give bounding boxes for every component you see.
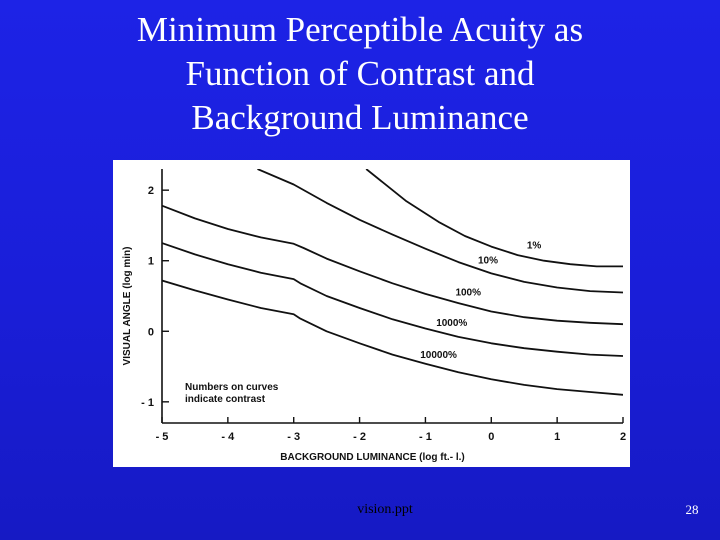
x-tick-label: - 2	[353, 431, 366, 443]
chart-figure: 2 1 0 - 1 - 5 - 4 - 3 - 2 - 1 0 1 2 BACKGROUND LUMIN…	[113, 160, 630, 467]
x-tick-label: - 3	[287, 431, 300, 443]
curve-label-3: 100%	[455, 288, 481, 299]
y-axis-title: VISUAL ANGLE (log min)	[122, 247, 133, 366]
title-line-1: Minimum Perceptible Acuity as	[136, 10, 584, 49]
y-tick-label: 2	[148, 185, 154, 197]
curve-label-2: 10%	[478, 255, 498, 266]
curve-label-5: 10000%	[420, 350, 457, 361]
x-tick-label: - 5	[156, 431, 169, 443]
y-tick-label: 1	[148, 256, 154, 268]
annotation-line-1: Numbers on curves	[185, 382, 279, 393]
curve-1	[365, 169, 623, 268]
y-tick-label: - 1	[141, 397, 154, 409]
page-number: 28	[685, 502, 699, 517]
x-axis-title: BACKGROUND LUMINANCE (log ft.- l.)	[280, 452, 464, 463]
curve-4	[162, 242, 623, 357]
x-tick-label: 0	[488, 431, 494, 443]
curve-label-4: 1000%	[436, 318, 467, 329]
title-line-2: Function of Contrast and	[185, 54, 535, 93]
curve-5	[162, 279, 623, 396]
x-tick-label: 2	[620, 431, 626, 443]
x-tick-label: 1	[554, 431, 560, 443]
chart-svg: 2 1 0 - 1 - 5 - 4 - 3 - 2 - 1 0 1 2 BACKGROUND LUMIN…	[122, 169, 626, 463]
title-line-3: Background Luminance	[191, 98, 529, 137]
y-tick-label: 0	[148, 326, 154, 338]
x-tick-label: - 1	[419, 431, 432, 443]
curve-3	[162, 204, 623, 326]
slide-title: Minimum Perceptible Acuity as Function o…	[40, 8, 680, 140]
annotation-line-2: indicate contrast	[185, 394, 266, 405]
curve-2	[257, 169, 623, 294]
footer-filename: vision.ppt	[357, 502, 413, 517]
x-tick-label: - 4	[221, 431, 235, 443]
curve-label-1: 1%	[527, 241, 542, 252]
